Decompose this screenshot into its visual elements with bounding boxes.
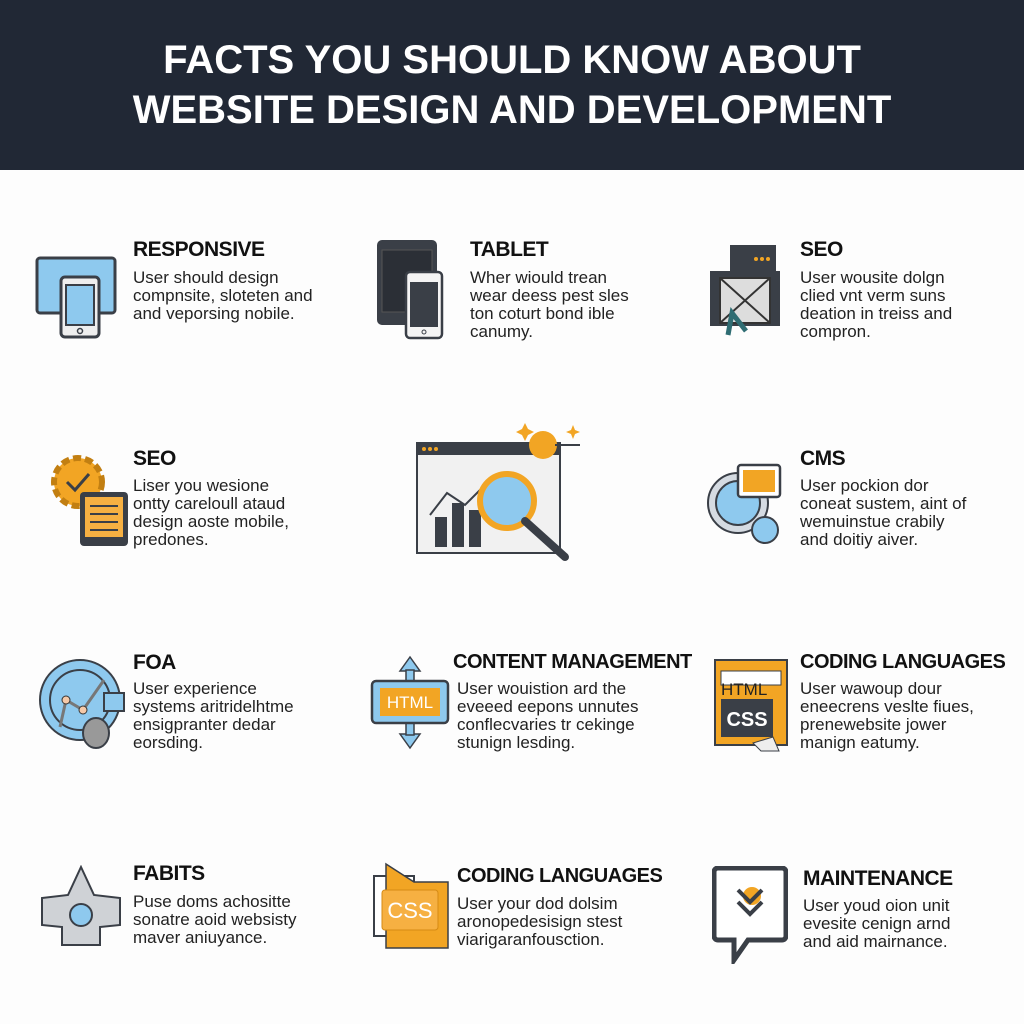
card-title: FOA	[133, 651, 176, 674]
cms-globe-icon	[707, 463, 782, 544]
html-css-document-icon: HTML CSS	[714, 659, 788, 752]
css-label: CSS	[726, 709, 767, 731]
html-label: HTML	[721, 680, 767, 699]
card-line: canumy.	[470, 322, 533, 341]
card-line: and doitiy aiver.	[800, 530, 919, 549]
card-line: wear deess pest sles	[470, 286, 629, 305]
card-line: and aid mairnance.	[803, 932, 948, 951]
page-title-line-2: WEBSITE DESIGN AND DEVELOPMENT	[132, 88, 892, 132]
card-title: MAINTENANCE	[803, 867, 953, 890]
card-line: User wawoup dour	[800, 679, 942, 698]
html-label: HTML	[387, 693, 433, 712]
card-body: User should design compnsite, sloteten a…	[133, 269, 333, 323]
card-body: User pockion dor coneat sustem, aint of …	[800, 477, 1000, 549]
card-line: viarigaranfousction.	[457, 930, 605, 949]
card-title: CODING LANGUAGES	[800, 651, 1006, 673]
card-line: User pockion dor	[800, 476, 929, 495]
card-line: compnsite, sloteten and	[133, 286, 313, 305]
card-title: CODING LANGUAGES	[457, 865, 663, 887]
card-line: systems aritridelhtme	[133, 697, 294, 716]
card-line: User wouistion ard the	[457, 679, 627, 698]
card-title: RESPONSIVE	[133, 238, 265, 261]
card-line: Liser you wesione	[133, 476, 270, 495]
card-title: SEO	[800, 238, 843, 261]
card-line: User wousite dolgn	[800, 268, 945, 287]
card-line: User experience	[133, 679, 257, 698]
card-body: User wouistion ard the eveeed eepons unn…	[457, 680, 657, 752]
card-line: evesite cenign arnd	[803, 914, 951, 933]
card-line: compron.	[800, 322, 871, 341]
card-body: User wousite dolgn clied vnt verm suns d…	[800, 269, 1000, 341]
card-line: coneat sustem, aint of	[800, 494, 967, 513]
card-line: predones.	[133, 530, 209, 549]
card-line: ton coturt bond ible	[470, 304, 615, 323]
habits-shape-icon	[41, 865, 121, 946]
card-title: FABITS	[133, 862, 205, 885]
css-label: CSS	[387, 898, 432, 923]
gear-tablet-icon	[51, 455, 128, 546]
card-body: User wawoup dour eneecrens veslte fiues,…	[800, 680, 1000, 752]
card-line: aronopedesisign stest	[457, 912, 623, 931]
card-line: and veporsing nobile.	[133, 304, 295, 323]
card-title: SEO	[133, 447, 176, 470]
seo-envelope-icon	[710, 245, 780, 336]
card-line: conflecvaries tr cekinge	[457, 715, 635, 734]
responsive-devices-icon	[35, 256, 117, 339]
card-line: eveeed eepons unnutes	[457, 697, 639, 716]
card-line: User your dod dolsim	[457, 894, 618, 913]
card-line: ontty careloull ataud	[133, 494, 286, 513]
card-line: maver aniuyance.	[133, 928, 268, 947]
card-line: User should design	[133, 268, 279, 287]
card-line: design aoste mobile,	[133, 512, 289, 531]
card-body: User experience systems aritridelhtme en…	[133, 680, 333, 752]
page-title-line-1: FACTS YOU SHOULD KNOW ABOUT	[163, 38, 861, 82]
card-line: eneecrens veslte fiues,	[800, 697, 974, 716]
card-body: Puse doms achositte sonatre aoid websist…	[133, 893, 333, 947]
card-line: Wher wiould trean	[470, 268, 608, 287]
card-body: Wher wiould trean wear deess pest sles t…	[470, 269, 670, 341]
html-arrows-icon: HTML	[370, 655, 450, 750]
card-line: Puse doms achositte	[133, 892, 291, 911]
card-line: prenewebsite jower	[800, 715, 947, 734]
ux-chart-circle-icon	[39, 659, 125, 749]
card-body: User youd oion unit evesite cenign arnd …	[803, 897, 1003, 951]
card-title: CONTENT MANAGEMENT	[453, 651, 692, 673]
card-line: stunign lesding.	[457, 733, 576, 752]
css-folder-icon: CSS	[373, 862, 449, 949]
card-line: manign eatumy.	[800, 733, 920, 752]
card-body: Liser you wesione ontty careloull ataud …	[133, 477, 333, 549]
card-line: User youd oion unit	[803, 896, 950, 915]
card-line: sonatre aoid websisty	[133, 910, 297, 929]
analytics-magnifier-icon	[416, 423, 580, 561]
card-title: CMS	[800, 447, 846, 470]
card-line: eorsding.	[133, 733, 203, 752]
card-title: TABLET	[470, 238, 549, 261]
maintenance-chat-icon	[712, 866, 788, 964]
card-line: wemuinstue crabily	[800, 512, 945, 531]
tablet-icon	[377, 240, 444, 340]
header-banner: FACTS YOU SHOULD KNOW ABOUT WEBSITE DESI…	[0, 0, 1024, 170]
card-line: ensigpranter dedar	[133, 715, 276, 734]
card-line: deation in treiss and	[800, 304, 953, 323]
card-line: clied vnt verm suns	[800, 286, 946, 305]
card-body: User your dod dolsim aronopedesisign ste…	[457, 895, 657, 949]
